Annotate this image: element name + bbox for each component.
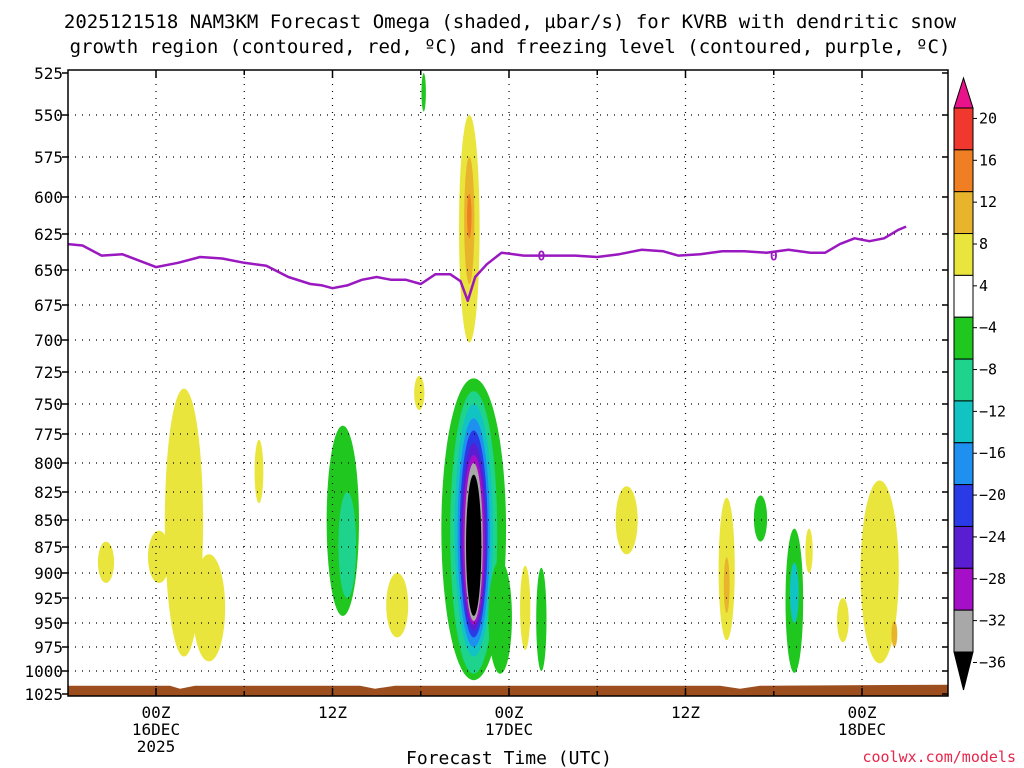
y-tick-label: 600: [34, 188, 63, 207]
y-tick-label: 725: [34, 363, 63, 382]
y-tick-label: 750: [34, 395, 63, 414]
x-tick-label: 18DEC: [838, 720, 886, 739]
colorbar-bin: [953, 400, 974, 444]
omega-region-18: [789, 562, 799, 623]
x-tick-label: 12Z: [318, 703, 347, 722]
y-tick-label: 625: [34, 225, 63, 244]
colorbar-label: 20: [979, 109, 997, 127]
colorbar-bottom-arrow: [953, 651, 974, 691]
plot-frame: [67, 69, 949, 697]
y-tick-label: 550: [34, 106, 63, 125]
colorbar-label: −28: [979, 570, 1006, 588]
colorbar-bin: [953, 107, 974, 151]
y-tick-label: 675: [34, 296, 63, 315]
omega-region-19: [753, 495, 768, 542]
colorbar-bin: [953, 358, 974, 402]
omega-region-33: [836, 598, 849, 643]
x-tick-label: 00Z: [848, 703, 877, 722]
colorbar-label: −20: [979, 486, 1006, 504]
omega-region-12: [466, 474, 482, 616]
y-tick-label: 975: [34, 638, 63, 657]
colorbar-label: −8: [979, 361, 997, 379]
omega-region-24: [147, 530, 170, 584]
omega-region-29: [615, 486, 638, 555]
colorbar-bin: [953, 191, 974, 235]
omega-region-25: [97, 541, 115, 583]
colorbar-label: −24: [979, 528, 1006, 546]
y-tick-label: 1025: [24, 685, 63, 704]
colorbar-label: 4: [979, 277, 988, 295]
colorbar-bin: [953, 233, 974, 276]
colorbar-label: −36: [979, 653, 1006, 671]
omega-region-22: [192, 554, 226, 662]
omega-region-21: [164, 388, 204, 657]
colorbar-bin: [953, 149, 974, 193]
colorbar-label: 8: [979, 235, 988, 253]
y-tick-label: 575: [34, 148, 63, 167]
omega-region-16: [536, 567, 547, 672]
freezing-level-contour-label-1: 0: [770, 250, 778, 265]
y-tick-label: 825: [34, 483, 63, 502]
y-tick-label: 1000: [24, 662, 63, 681]
x-tick-label: 00Z: [495, 703, 524, 722]
omega-region-26: [414, 375, 425, 411]
omega-region-27: [386, 573, 409, 638]
y-tick-label: 850: [34, 511, 63, 530]
colorbar-label: −32: [979, 612, 1006, 630]
chart-title-line2: growth region (contoured, red, ºC) and f…: [70, 36, 951, 58]
colorbar-label: 12: [979, 193, 997, 211]
pressure-axis: 525 550 575 600 625 650 675 700 725 750 775 800 825 8…: [24, 64, 948, 704]
omega-region-23: [254, 439, 264, 504]
colorbar-bin: [953, 567, 974, 611]
colorbar-label: −4: [979, 319, 997, 337]
credit-text: coolwx.com/models: [862, 748, 1016, 766]
x-tick-label: 12Z: [671, 703, 700, 722]
colorbar-bin: [953, 525, 974, 569]
terrain-layer: [68, 684, 948, 696]
y-tick-label: 925: [34, 589, 63, 608]
y-tick-label: 775: [34, 425, 63, 444]
omega-region-3: [467, 193, 472, 239]
terrain-fill: [68, 684, 948, 696]
omega-shading-layer: [97, 73, 899, 681]
colorbar-bin: [953, 316, 974, 360]
colorbar-bin: [953, 274, 974, 318]
colorbar-label: −16: [979, 444, 1006, 462]
y-tick-label: 800: [34, 454, 63, 473]
colorbar-bin: [953, 484, 974, 527]
freezing-level-line: [68, 225, 907, 303]
colorbar-bin: [953, 609, 974, 653]
y-tick-label: 900: [34, 564, 63, 583]
y-tick-label: 950: [34, 614, 63, 633]
y-tick-label: 875: [34, 538, 63, 557]
y-tick-label: 650: [34, 261, 63, 280]
x-tick-label: 16DEC: [132, 720, 180, 739]
y-tick-label: 525: [34, 64, 63, 83]
colorbar-label: −12: [979, 402, 1006, 420]
y-tick-label: 700: [34, 331, 63, 350]
freezing-level-contour-label-0: 0: [537, 250, 545, 265]
omega-region-15: [488, 560, 512, 674]
omega-region-31: [723, 557, 730, 613]
x-tick-label: 00Z: [142, 703, 171, 722]
chart-title-line1: 2025121518 NAM3KM Forecast Omega (shaded…: [64, 11, 957, 33]
omega-region-0: [421, 73, 426, 112]
colorbar-bin: [953, 442, 974, 486]
omega-region-35: [891, 621, 898, 647]
x-tick-label: 2025: [137, 737, 176, 756]
omega-region-32: [805, 528, 813, 573]
colorbar: 20 16 12 8 4 −4 −8 −12 −16 −20 −24 −28 −32 −36: [953, 76, 1006, 691]
x-axis-label: Forecast Time (UTC): [406, 748, 612, 768]
omega-region-28: [520, 565, 531, 650]
colorbar-label: 16: [979, 151, 997, 169]
colorbar-top-arrow: [953, 76, 974, 109]
x-tick-label: 17DEC: [485, 720, 533, 739]
omega-region-14: [338, 492, 357, 598]
omega-region-34: [860, 480, 899, 664]
